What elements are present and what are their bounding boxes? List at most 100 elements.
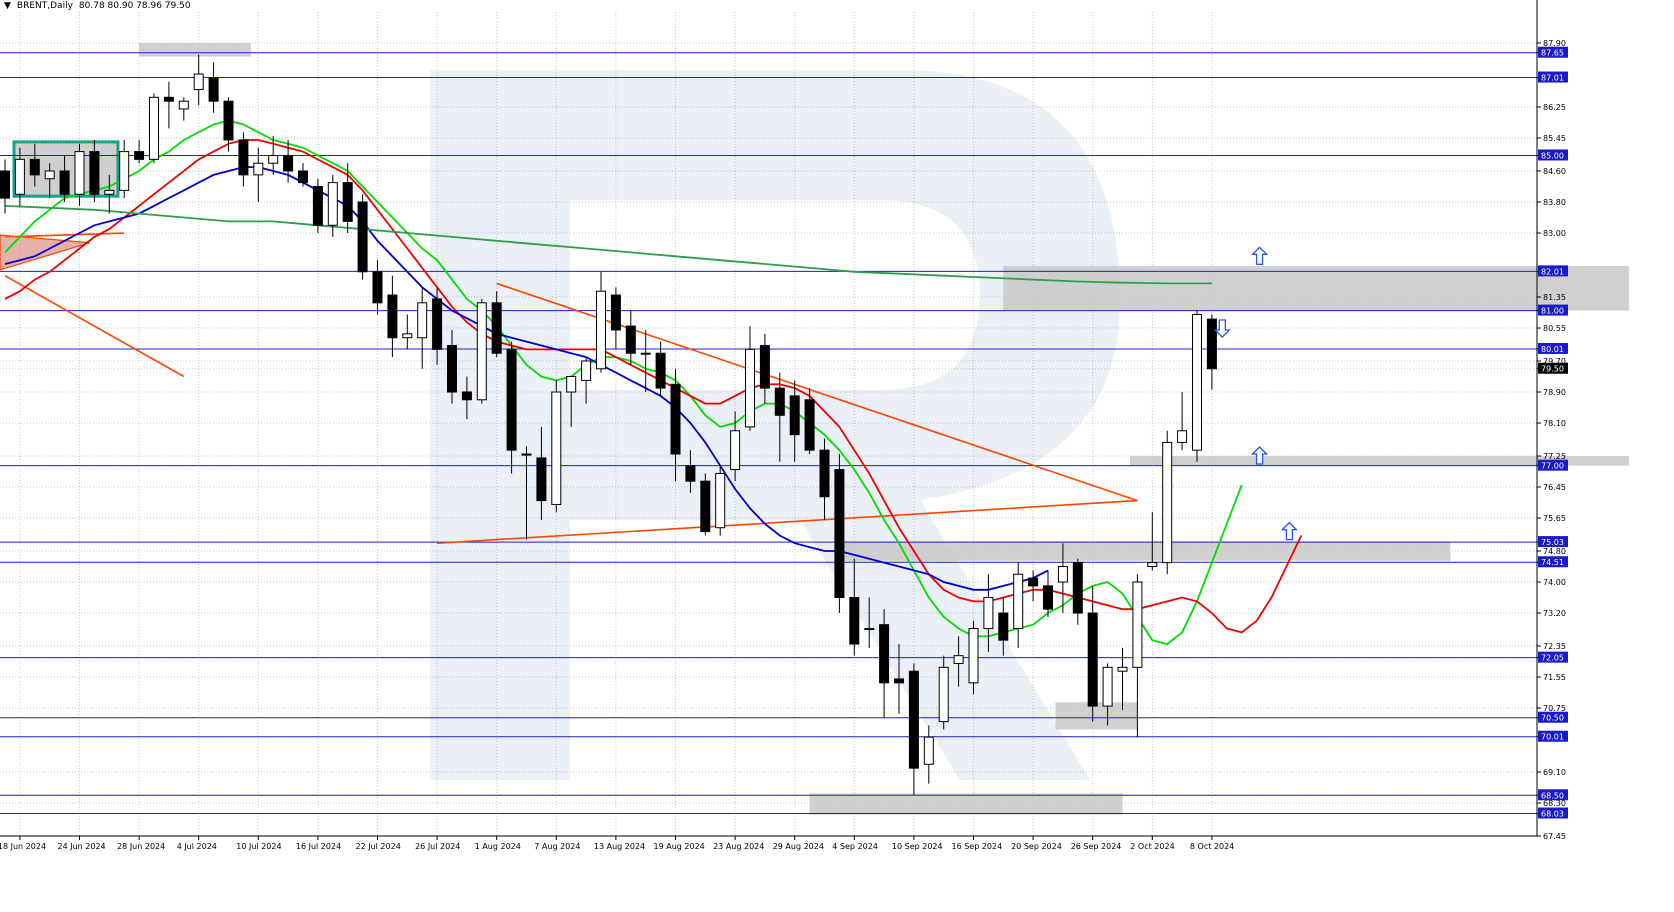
x-tick-label: 29 Aug 2024: [773, 842, 824, 851]
x-tick-label: 4 Jul 2024: [177, 842, 217, 851]
level-price-marker: [1538, 304, 1568, 316]
candle-body: [178, 100, 189, 110]
candle-body: [968, 628, 979, 684]
candle-body: [581, 360, 592, 381]
candle-body: [730, 430, 741, 471]
y-tick-label: 69.10: [1543, 768, 1566, 777]
candle-body: [89, 151, 100, 195]
candle-body: [596, 290, 606, 370]
candle-body: [402, 333, 413, 339]
candle-body: [432, 298, 443, 350]
candle-body: [759, 344, 770, 389]
candle-body: [149, 96, 159, 160]
candle-body: [447, 344, 457, 393]
candle-body: [1028, 577, 1039, 587]
candle-body: [685, 465, 696, 482]
level-price-marker: [1538, 789, 1568, 801]
support-resistance-zone: [1055, 702, 1138, 730]
candle-body: [1013, 573, 1024, 630]
candle-body: [238, 139, 249, 176]
y-tick-label: 74.51: [1541, 558, 1564, 567]
candle-body: [312, 185, 323, 226]
candle-body: [789, 395, 800, 436]
y-tick-label: 83.00: [1543, 229, 1566, 238]
candle-body: [208, 77, 219, 102]
candle-body: [506, 348, 517, 451]
candle-body: [491, 302, 502, 354]
moving-average-line: [4, 139, 1303, 634]
level-price-marker: [1538, 342, 1568, 354]
candle-body: [923, 736, 934, 765]
support-resistance-zone: [839, 541, 1451, 561]
x-tick-label: 16 Sep 2024: [952, 842, 1003, 851]
candle-body: [461, 391, 472, 401]
candle-body: [298, 170, 308, 184]
arrow-down-icon: [1213, 319, 1231, 338]
candle-body: [223, 100, 234, 141]
candle-body: [268, 154, 279, 164]
candle-body: [625, 325, 636, 354]
y-tick-label: 67.45: [1543, 832, 1566, 841]
y-tick-label: 79.50: [1541, 365, 1564, 374]
y-tick-label: 79.70: [1543, 357, 1566, 366]
watermark-logo: [430, 70, 1120, 780]
level-price-marker: [1538, 730, 1568, 742]
y-tick-label: 81.35: [1543, 293, 1566, 302]
candle-body: [551, 391, 562, 505]
x-tick-label: 2 Oct 2024: [1130, 842, 1174, 851]
y-tick-label: 77.00: [1541, 462, 1564, 471]
x-tick-label: 10 Sep 2024: [892, 842, 943, 851]
y-tick-label: 74.80: [1543, 547, 1566, 556]
candle-body: [44, 170, 55, 180]
x-tick-label: 16 Jul 2024: [296, 842, 341, 851]
candle-body: [864, 628, 875, 631]
symbol-dropdown-icon[interactable]: ▼: [4, 1, 11, 11]
level-price-marker: [1538, 536, 1568, 548]
x-tick-label: 26 Sep 2024: [1071, 842, 1122, 851]
candle-body: [894, 678, 904, 684]
x-tick-label: 24 Jun 2024: [58, 842, 106, 851]
candle-body: [998, 612, 1009, 641]
y-tick-label: 75.65: [1543, 514, 1566, 523]
candle-body: [610, 294, 621, 331]
candle-body: [253, 162, 264, 176]
x-tick-label: 20 Sep 2024: [1011, 842, 1062, 851]
x-tick-label: 23 Aug 2024: [713, 842, 764, 851]
arrow-up-icon: [1251, 446, 1269, 465]
y-tick-label: 78.10: [1543, 419, 1566, 428]
y-tick-label: 76.45: [1543, 483, 1566, 492]
arrow-up-icon: [1251, 246, 1269, 265]
x-tick-label: 1 Aug 2024: [475, 842, 521, 851]
y-tick-label: 70.50: [1541, 714, 1564, 723]
candle-body: [1192, 313, 1202, 451]
candle-body: [1147, 562, 1158, 568]
candle-body: [1132, 581, 1143, 668]
y-tick-label: 68.50: [1541, 791, 1564, 800]
candle-body: [1087, 612, 1098, 707]
level-price-marker: [1538, 651, 1568, 663]
candle-body: [1043, 585, 1053, 610]
y-tick-label: 72.05: [1541, 654, 1564, 663]
candle-body: [163, 96, 174, 102]
y-tick-label: 71.55: [1543, 673, 1566, 682]
level-price-marker: [1538, 71, 1568, 83]
candle-body: [134, 151, 145, 160]
candle-body: [342, 182, 353, 222]
y-tick-label: 86.25: [1543, 103, 1566, 112]
candle-body: [372, 271, 383, 304]
candle-body: [521, 453, 532, 456]
candle-body: [74, 151, 85, 195]
y-tick-label: 74.00: [1543, 578, 1566, 587]
y-tick-label: 81.00: [1541, 307, 1564, 316]
support-resistance-zone: [809, 793, 1123, 815]
candle-body: [327, 182, 338, 226]
y-tick-label: 73.20: [1543, 609, 1566, 618]
candle-body: [1117, 666, 1128, 672]
y-tick-label: 87.65: [1541, 49, 1564, 58]
y-tick-label: 72.35: [1543, 642, 1566, 651]
candle-body: [953, 655, 964, 664]
candle-body: [745, 348, 755, 428]
x-tick-label: 13 Aug 2024: [594, 842, 645, 851]
